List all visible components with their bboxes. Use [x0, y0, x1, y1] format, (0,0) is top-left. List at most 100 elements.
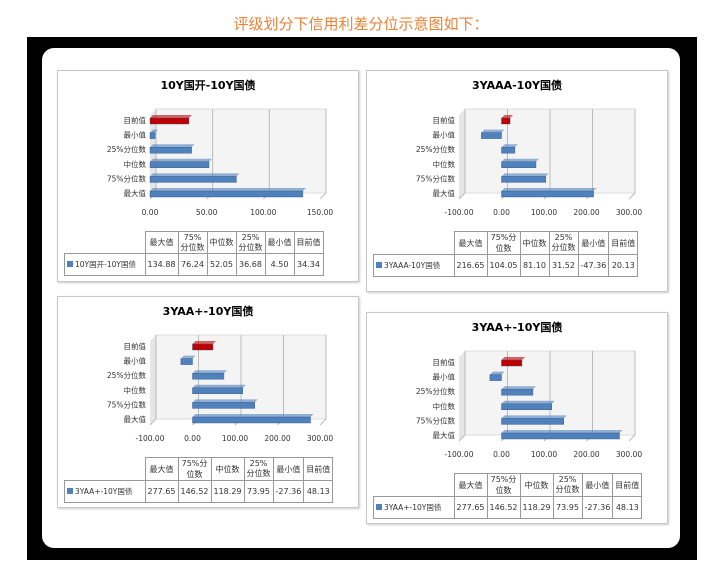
- category-label: 最大值: [433, 430, 456, 440]
- table-header: 75%分位数: [177, 231, 208, 254]
- series-name: 3YAA+-10Y国债: [384, 503, 442, 512]
- table-header: 最大值: [453, 473, 488, 497]
- bar-top: [192, 370, 227, 374]
- table-header: 最大值: [144, 231, 179, 254]
- table-header: 目前值: [293, 231, 324, 254]
- category-label: 最小值: [124, 356, 147, 366]
- table-value: 277.65: [453, 496, 488, 519]
- table-header: 25%分位数: [235, 231, 266, 254]
- bar-top: [501, 357, 525, 360]
- gridline-floor: [458, 434, 466, 442]
- category-label: 最小值: [433, 130, 456, 140]
- category-label: 中位数: [433, 159, 456, 169]
- page-heading: 评级划分下信用利差分位示意图如下：: [233, 15, 489, 33]
- bar-top: [501, 400, 555, 404]
- bar-top: [192, 341, 216, 344]
- x-tick-label: 0.00: [184, 434, 201, 443]
- x-tick-label: -100.00: [445, 450, 474, 459]
- x-tick-label: 300.00: [616, 208, 642, 217]
- gridline-floor: [319, 192, 327, 200]
- table-header: 目前值: [608, 231, 639, 255]
- data-table: 最大值 75%分位数 中位数 25%分位数 最小值 目前值 10Y国开-10Y国债 134.8…: [64, 231, 324, 276]
- bar: [192, 402, 255, 409]
- bar-top: [489, 371, 505, 375]
- category-label: 中位数: [124, 159, 147, 169]
- bar: [501, 432, 620, 440]
- bar: [149, 190, 304, 198]
- category-label: 目前值: [433, 357, 456, 367]
- bar-top: [150, 144, 195, 148]
- x-tick-label: 200.00: [573, 450, 599, 459]
- table-value: 20.13: [608, 254, 639, 277]
- category-label: 目前值: [433, 115, 456, 125]
- category-label: 中位数: [433, 401, 456, 411]
- table-value: 146.52: [177, 480, 212, 503]
- bar: [192, 387, 243, 395]
- table-header: 中位数: [519, 231, 550, 255]
- x-tick-label: 200.00: [264, 434, 290, 443]
- bar: [481, 132, 502, 139]
- category-label: 最小值: [124, 130, 147, 140]
- bar: [180, 358, 193, 365]
- bar: [489, 374, 502, 381]
- x-tick-label: 0.00: [493, 208, 510, 217]
- table-value: 34.34: [293, 253, 324, 276]
- bar: [501, 403, 552, 411]
- table-header: 75%分位数: [177, 457, 212, 481]
- chart-title: 3YAAA-10Y国债: [472, 78, 562, 92]
- table-header: 中位数: [519, 473, 554, 497]
- bar-current: [501, 117, 511, 125]
- table-header: 最小值: [264, 231, 295, 254]
- x-tick-label: 0.00: [493, 450, 510, 459]
- category-label: 25%分位数: [107, 370, 147, 380]
- table-header: 中位数: [210, 457, 245, 481]
- bar-top: [192, 414, 314, 417]
- x-tick-label: 100.00: [250, 208, 276, 217]
- gridline-floor: [319, 418, 327, 426]
- x-tick-label: 100.00: [222, 434, 248, 443]
- bar: [149, 132, 156, 139]
- bar-top: [150, 173, 240, 177]
- table-value: -27.36: [272, 480, 305, 503]
- table-value: 31.52: [548, 254, 579, 277]
- bar-top: [192, 399, 258, 403]
- table-value: 73.95: [243, 480, 274, 503]
- category-label: 75%分位数: [107, 173, 147, 183]
- bar-top: [501, 386, 536, 390]
- table-header: 25%分位数: [243, 457, 274, 481]
- table-value: 73.95: [552, 496, 583, 519]
- bar: [501, 418, 564, 425]
- table-value: 48.13: [303, 480, 334, 503]
- bar-top: [481, 129, 505, 133]
- chart-title: 10Y国开-10Y国债: [160, 78, 255, 92]
- table-value: 146.52: [486, 496, 521, 519]
- bar: [192, 416, 311, 424]
- bar: [149, 176, 237, 183]
- table-value: 76.24: [177, 253, 208, 276]
- bar-top: [501, 188, 597, 191]
- table-value: 216.65: [453, 254, 488, 277]
- table-header: 75%分位数: [486, 473, 521, 497]
- table-header: 目前值: [303, 457, 334, 481]
- gridline-floor: [628, 434, 636, 442]
- bar-current: [192, 343, 214, 351]
- category-label: 75%分位数: [107, 399, 147, 409]
- category-label: 75%分位数: [416, 173, 456, 183]
- category-label: 75%分位数: [416, 415, 456, 425]
- table-header: 最小值: [272, 457, 305, 481]
- table-value: -47.36: [577, 254, 610, 277]
- bar-top: [150, 129, 159, 133]
- table-value: 134.88: [144, 253, 179, 276]
- table-value: 118.29: [210, 480, 245, 503]
- bar: [501, 161, 537, 169]
- x-tick-label: 100.00: [531, 208, 557, 217]
- bar-top: [180, 355, 196, 359]
- data-table: 最大值 75%分位数 中位数 25%分位数 最小值 目前值 3YAA+-10Y国债 277.6…: [373, 473, 643, 519]
- x-tick-label: -100.00: [445, 208, 474, 217]
- series-name: 3YAA+-10Y国债: [75, 487, 133, 496]
- table-header: 最小值: [581, 473, 614, 497]
- legend-swatch: [376, 262, 382, 268]
- chart-panel: 3YAA+-10Y国债 -100.00 0.00 100.00 200.00 300.00…: [57, 296, 359, 508]
- x-tick-label: 300.00: [307, 434, 333, 443]
